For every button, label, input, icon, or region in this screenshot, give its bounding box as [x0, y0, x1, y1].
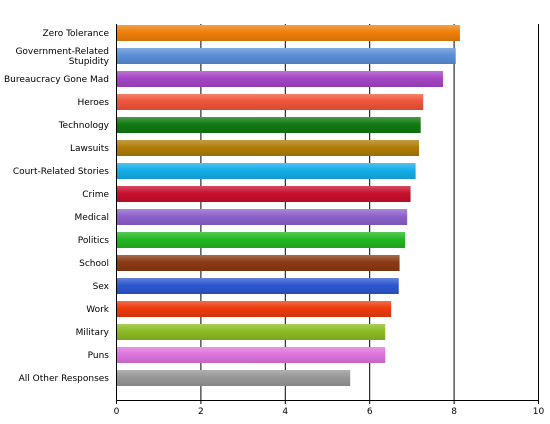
bar: [117, 347, 386, 363]
bar: [117, 117, 421, 133]
x-tick-label: 0: [114, 407, 120, 417]
category-label: Work: [86, 305, 110, 315]
bars: [117, 25, 460, 386]
x-tick-label: 8: [451, 407, 457, 417]
category-label: Medical: [75, 213, 109, 223]
axes: [116, 24, 538, 401]
category-label: Lawsuits: [70, 144, 109, 154]
x-tick-label: 2: [198, 407, 204, 417]
bar: [117, 370, 351, 386]
category-label: Politics: [78, 236, 110, 246]
bar: [117, 278, 399, 294]
category-label: Court-Related Stories: [13, 167, 109, 177]
bar: [117, 25, 460, 41]
bar: [117, 71, 444, 87]
category-label: All Other Responses: [19, 374, 110, 384]
x-tick-labels: 0 2 4 6 8 10: [114, 407, 545, 417]
category-label: Heroes: [77, 98, 109, 108]
category-labels: Zero Tolerance Government-Related Stupidit…: [4, 29, 110, 384]
bar: [117, 255, 400, 271]
category-label: Bureaucracy Gone Mad: [4, 75, 109, 85]
bar: [117, 163, 416, 179]
category-label: Zero Tolerance: [43, 29, 110, 39]
bar: [117, 94, 424, 110]
x-tick-label: 10: [533, 407, 545, 417]
category-label: Puns: [88, 351, 110, 361]
bar: [117, 324, 386, 340]
bar: [117, 186, 411, 202]
bar: [117, 232, 406, 248]
category-label: Military: [76, 328, 110, 338]
bar: [117, 209, 408, 225]
category-label: Government-Related Stupidity: [15, 47, 109, 67]
category-label: School: [79, 259, 109, 269]
bar: [117, 48, 456, 64]
x-tick-label: 6: [367, 407, 373, 417]
category-label: Technology: [58, 121, 110, 131]
x-tick-label: 4: [282, 407, 288, 417]
category-label: Sex: [93, 282, 110, 292]
bar: [117, 301, 392, 317]
bar: [117, 140, 419, 156]
category-label: Crime: [82, 190, 109, 200]
